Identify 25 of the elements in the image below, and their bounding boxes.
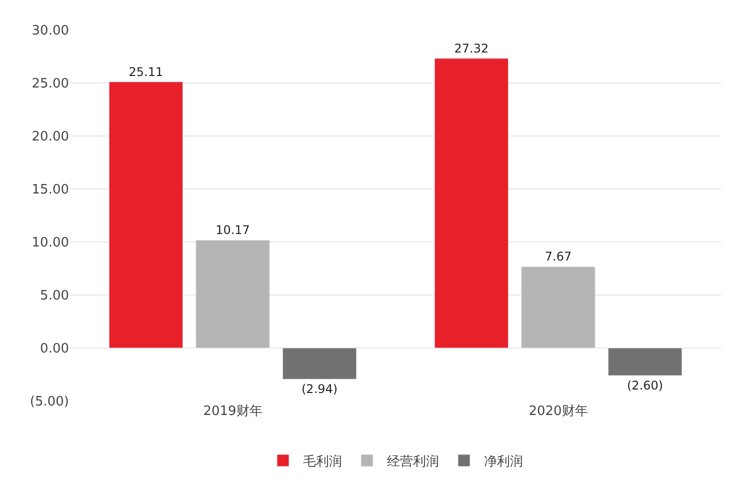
legend-label: 经营利润 — [387, 454, 439, 470]
bar — [108, 82, 184, 348]
data-label: 25.11 — [128, 64, 164, 79]
legend-label: 毛利润 — [303, 454, 342, 470]
x-tick-label: 2020财年 — [528, 404, 588, 419]
x-tick-label: 2019财年 — [203, 404, 262, 419]
bar — [521, 266, 596, 348]
y-tick-label: (5.00) — [30, 394, 69, 410]
bar — [434, 58, 509, 348]
y-tick-label: 0.00 — [40, 342, 69, 357]
y-tick-label: 25.00 — [32, 76, 69, 92]
legend-label: 净利润 — [484, 454, 523, 470]
data-label: 7.67 — [544, 250, 572, 264]
y-tick-label: 15.00 — [32, 182, 69, 198]
data-label: (2.60) — [627, 378, 664, 393]
data-label: (2.94) — [302, 382, 338, 396]
data-label: 10.17 — [216, 223, 250, 238]
bar — [196, 240, 270, 348]
y-tick-label: 10.00 — [32, 236, 69, 251]
data-label: 27.32 — [454, 41, 489, 56]
bar — [282, 348, 357, 380]
y-tick-label: 5.00 — [40, 288, 69, 304]
y-tick-label: 20.00 — [32, 130, 69, 145]
y-tick-label: 30.00 — [32, 24, 69, 39]
bar — [608, 348, 682, 376]
